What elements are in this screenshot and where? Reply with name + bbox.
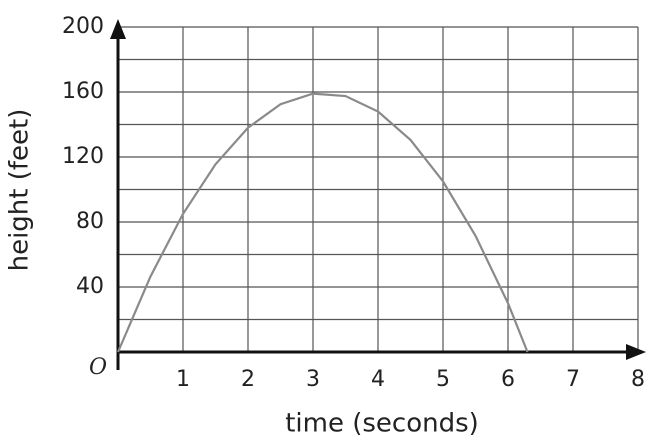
x-tick-label: 8 [631, 367, 645, 392]
y-tick-label: 120 [62, 144, 104, 169]
y-axis-title: height (feet) [5, 109, 35, 272]
y-tick-label: 160 [62, 79, 104, 104]
x-tick-label: 5 [436, 367, 450, 392]
x-axis-arrow [626, 344, 646, 360]
x-axis-title: time (seconds) [285, 409, 479, 439]
x-tick-label: 6 [501, 367, 515, 392]
y-axis-arrow [110, 19, 126, 39]
x-tick-label: 7 [566, 367, 580, 392]
x-tick-label: 1 [176, 367, 190, 392]
x-tick-label: 2 [241, 367, 255, 392]
data-line [116, 92, 529, 353]
y-tick-label: 80 [76, 209, 104, 234]
x-tick-label: 4 [371, 367, 385, 392]
origin-label: O [89, 355, 107, 380]
x-tick-label: 3 [306, 367, 320, 392]
y-tick-label: 200 [62, 14, 104, 39]
y-tick-label: 40 [76, 274, 104, 299]
